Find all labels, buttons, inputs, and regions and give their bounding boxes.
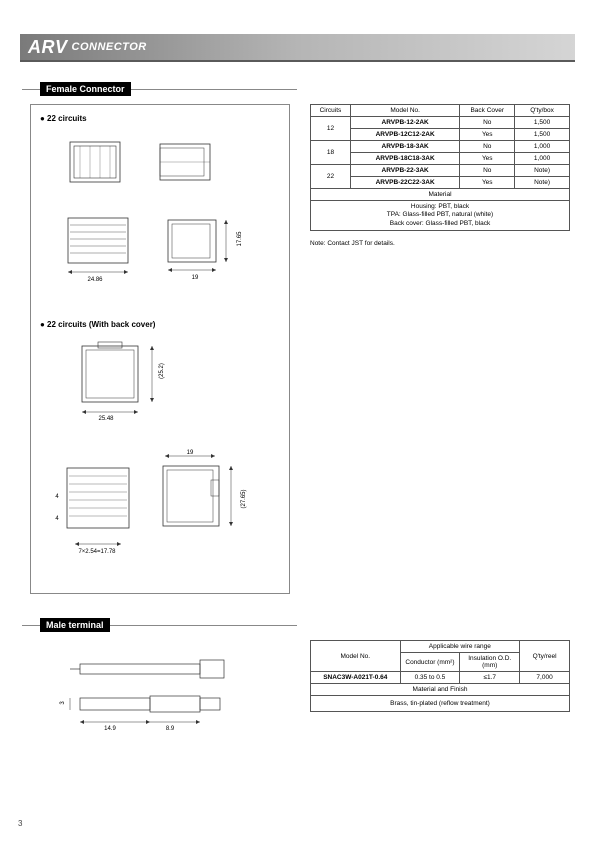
page-number: 3 bbox=[18, 819, 22, 828]
dim-89: 8.9 bbox=[160, 726, 180, 732]
cell-model: SNAC3W-A021T-0.64 bbox=[311, 672, 401, 684]
drawing-back-top bbox=[70, 338, 165, 423]
cell-qty: 7,000 bbox=[520, 672, 570, 684]
cell-back: Yes bbox=[460, 153, 515, 165]
title-sub: CONNECTOR bbox=[72, 41, 147, 53]
material-line: Housing: PBT, black bbox=[411, 203, 469, 210]
table-row: Model No. Applicable wire range Q'ty/ree… bbox=[311, 641, 570, 653]
th-model: Model No. bbox=[350, 105, 459, 117]
dim-1765: 17.65 bbox=[237, 227, 243, 251]
cell-circ: 18 bbox=[311, 141, 351, 165]
table-row: 18 ARVPB-18-3AK No 1,000 bbox=[311, 141, 570, 153]
th-cond: Conductor (mm²) bbox=[400, 653, 460, 672]
drawing-22-front bbox=[58, 210, 248, 280]
section-label-male-text: Male terminal bbox=[46, 620, 104, 630]
dim-2765: (27.65) bbox=[241, 485, 247, 513]
section-label-female: Female Connector bbox=[40, 82, 131, 96]
dim-19b: 19 bbox=[180, 450, 200, 456]
dim-3: 3 bbox=[60, 698, 66, 708]
cell-ins: ≤1.7 bbox=[460, 672, 520, 684]
material-body: Housing: PBT, black TPA: Glass-filled PB… bbox=[311, 201, 570, 231]
th-range: Applicable wire range bbox=[400, 641, 520, 653]
dim-2486: 24.86 bbox=[80, 277, 110, 283]
table-row: 12 ARVPB-12-2AK No 1,500 bbox=[311, 117, 570, 129]
page-header: ARV CONNECTOR bbox=[20, 34, 575, 62]
cell-model: ARVPB-22C22-3AK bbox=[350, 177, 459, 189]
th-model: Model No. bbox=[311, 641, 401, 672]
title-main: ARV bbox=[28, 37, 68, 58]
cell-back: Yes bbox=[460, 129, 515, 141]
cell-qty: Note) bbox=[515, 177, 570, 189]
table-row: Material bbox=[311, 189, 570, 201]
cell-model: ARVPB-18-3AK bbox=[350, 141, 459, 153]
cell-model: ARVPB-22-3AK bbox=[350, 165, 459, 177]
cell-back: Yes bbox=[460, 177, 515, 189]
dim-2548: 25.48 bbox=[92, 416, 120, 422]
cell-circ: 22 bbox=[311, 165, 351, 189]
material-line: TPA: Glass-filled PBT, natural (white) bbox=[387, 211, 493, 218]
mat-header: Material and Finish bbox=[311, 684, 570, 696]
table-row: Material and Finish bbox=[311, 684, 570, 696]
cell-cond: 0.35 to 0.5 bbox=[400, 672, 460, 684]
dim-4b: 4 bbox=[52, 516, 62, 522]
cell-qty: 1,500 bbox=[515, 117, 570, 129]
cell-back: No bbox=[460, 141, 515, 153]
dim-149: 14.9 bbox=[98, 726, 122, 732]
cell-model: ARVPB-18C18-3AK bbox=[350, 153, 459, 165]
note-text: Note: Contact JST for details. bbox=[310, 240, 395, 247]
dim-19a: 19 bbox=[185, 275, 205, 281]
th-ins: Insulation O.D. (mm) bbox=[460, 653, 520, 672]
drawing-22-top bbox=[60, 130, 240, 190]
material-line: Back cover: Glass-filled PBT, black bbox=[390, 220, 490, 227]
cell-qty: Note) bbox=[515, 165, 570, 177]
table-row: Brass, tin-plated (reflow treatment) bbox=[311, 696, 570, 712]
section-label-text: Female Connector bbox=[46, 84, 125, 94]
section-label-male: Male terminal bbox=[40, 618, 110, 632]
th-back: Back Cover bbox=[460, 105, 515, 117]
cell-model: ARVPB-12C12-2AK bbox=[350, 129, 459, 141]
cell-circ: 12 bbox=[311, 117, 351, 141]
th-qty: Q'ty/box bbox=[515, 105, 570, 117]
dim-4a: 4 bbox=[52, 494, 62, 500]
connector-table: Circuits Model No. Back Cover Q'ty/box 1… bbox=[310, 104, 570, 231]
cell-qty: 1,000 bbox=[515, 141, 570, 153]
cell-qty: 1,000 bbox=[515, 153, 570, 165]
table-row: 22 ARVPB-22-3AK No Note) bbox=[311, 165, 570, 177]
mat-line: Brass, tin-plated (reflow treatment) bbox=[311, 696, 570, 712]
dim-7x254: 7×2.54=17.78 bbox=[72, 549, 122, 555]
dim-252: (25.2) bbox=[159, 359, 165, 383]
cell-back: No bbox=[460, 117, 515, 129]
bullet-22-back: ● 22 circuits (With back cover) bbox=[40, 320, 155, 329]
cell-qty: 1,500 bbox=[515, 129, 570, 141]
cell-model: ARVPB-12-2AK bbox=[350, 117, 459, 129]
cell-back: No bbox=[460, 165, 515, 177]
th-qty: Q'ty/reel bbox=[520, 641, 570, 672]
material-header: Material bbox=[311, 189, 570, 201]
table-row: Circuits Model No. Back Cover Q'ty/box bbox=[311, 105, 570, 117]
terminal-table: Model No. Applicable wire range Q'ty/ree… bbox=[310, 640, 570, 712]
table-row: Housing: PBT, black TPA: Glass-filled PB… bbox=[311, 201, 570, 231]
table-row: SNAC3W-A021T-0.64 0.35 to 0.5 ≤1.7 7,000 bbox=[311, 672, 570, 684]
th-circuits: Circuits bbox=[311, 105, 351, 117]
bullet-22: ● 22 circuits bbox=[40, 114, 87, 123]
